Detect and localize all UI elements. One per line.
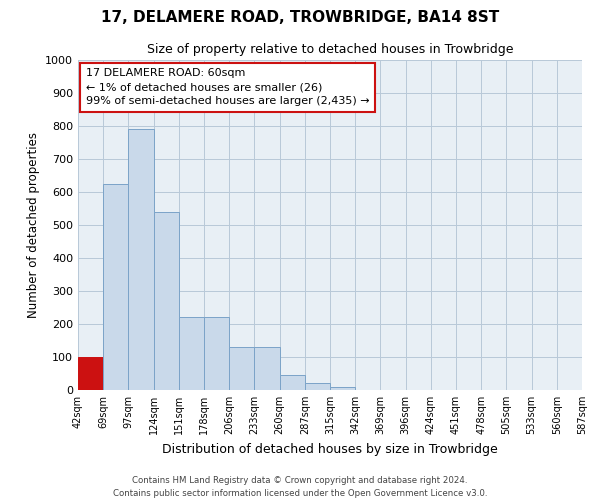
Text: 17 DELAMERE ROAD: 60sqm
← 1% of detached houses are smaller (26)
99% of semi-det: 17 DELAMERE ROAD: 60sqm ← 1% of detached… xyxy=(86,68,369,106)
Bar xyxy=(330,386,355,390)
Text: 17, DELAMERE ROAD, TROWBRIDGE, BA14 8ST: 17, DELAMERE ROAD, TROWBRIDGE, BA14 8ST xyxy=(101,10,499,25)
Y-axis label: Number of detached properties: Number of detached properties xyxy=(26,132,40,318)
Bar xyxy=(305,384,330,390)
Bar xyxy=(179,318,204,390)
Title: Size of property relative to detached houses in Trowbridge: Size of property relative to detached ho… xyxy=(147,43,513,56)
Bar xyxy=(229,347,254,390)
X-axis label: Distribution of detached houses by size in Trowbridge: Distribution of detached houses by size … xyxy=(162,442,498,456)
Text: Contains HM Land Registry data © Crown copyright and database right 2024.
Contai: Contains HM Land Registry data © Crown c… xyxy=(113,476,487,498)
Bar xyxy=(280,375,305,390)
Bar xyxy=(128,130,154,390)
Bar xyxy=(254,347,280,390)
Bar xyxy=(78,357,103,390)
Bar xyxy=(103,184,128,390)
Bar xyxy=(154,212,179,390)
Bar xyxy=(204,318,229,390)
